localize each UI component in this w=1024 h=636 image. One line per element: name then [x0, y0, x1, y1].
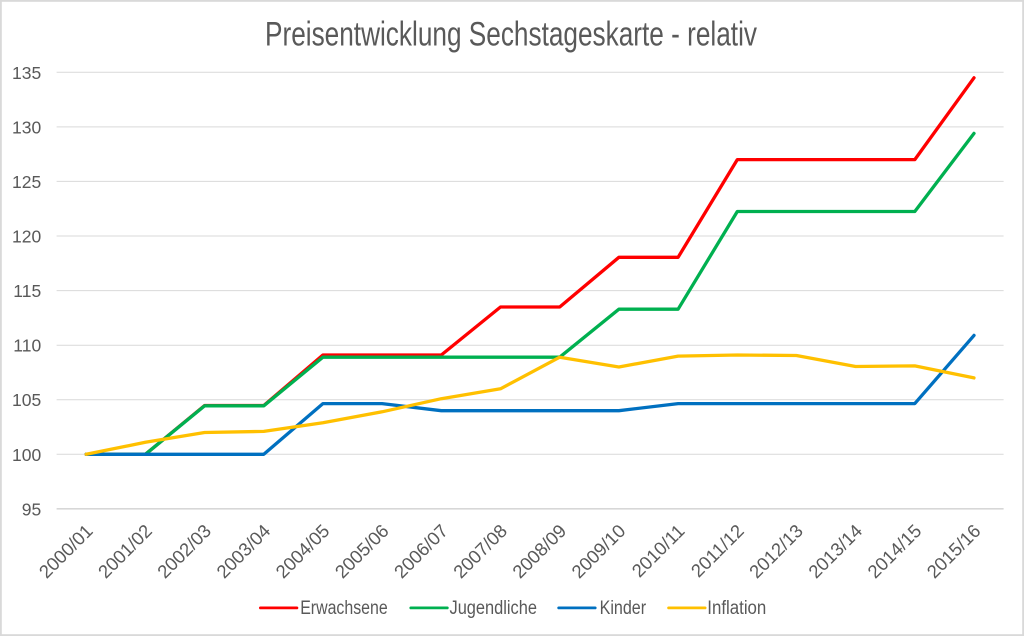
svg-text:135: 135 — [12, 63, 41, 83]
svg-text:120: 120 — [12, 227, 41, 247]
svg-text:Jugendliche: Jugendliche — [450, 598, 538, 619]
svg-text:Kinder: Kinder — [600, 598, 647, 619]
svg-text:Inflation: Inflation — [707, 598, 766, 619]
svg-text:100: 100 — [12, 445, 41, 465]
svg-text:125: 125 — [12, 172, 41, 192]
svg-text:115: 115 — [13, 281, 41, 301]
svg-text:105: 105 — [12, 390, 41, 410]
svg-text:Preisentwicklung Sechstageskar: Preisentwicklung Sechstageskarte - relat… — [265, 16, 757, 54]
svg-text:95: 95 — [22, 499, 41, 519]
svg-text:130: 130 — [12, 117, 41, 137]
svg-text:Erwachsene: Erwachsene — [300, 598, 388, 619]
svg-text:110: 110 — [13, 336, 41, 356]
